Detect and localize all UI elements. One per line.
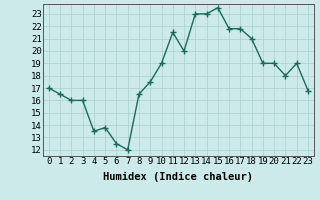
X-axis label: Humidex (Indice chaleur): Humidex (Indice chaleur) — [103, 172, 253, 182]
